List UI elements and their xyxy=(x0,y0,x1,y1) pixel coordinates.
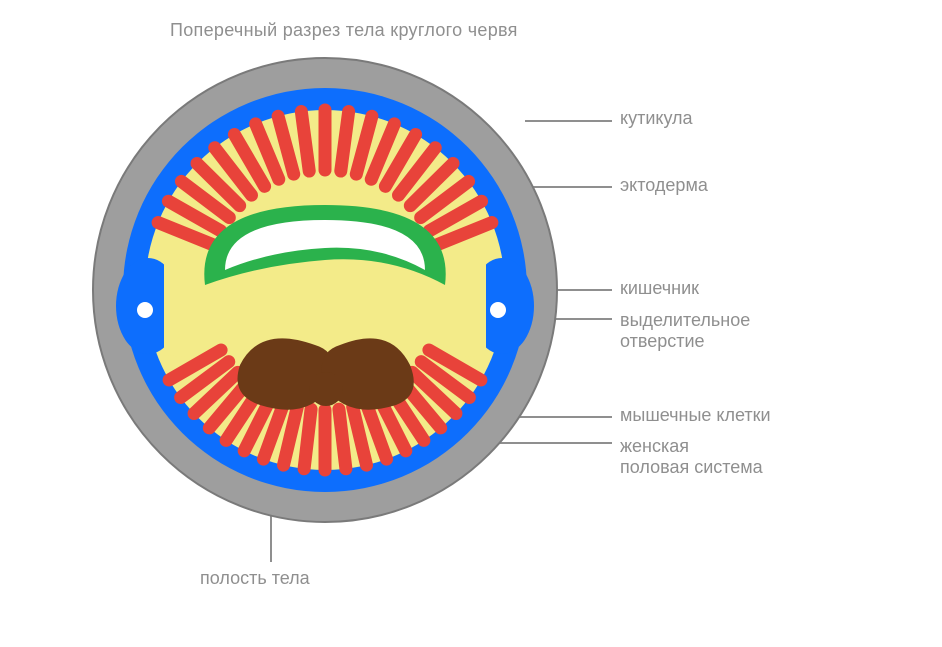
gonad-center xyxy=(309,372,343,406)
muscle-cell xyxy=(341,112,349,171)
muscle-cell xyxy=(304,409,311,469)
muscle-cell xyxy=(301,112,309,171)
label-excretory: выделительноеотверстие xyxy=(620,310,750,351)
gap-left xyxy=(164,253,186,357)
cross-section-diagram xyxy=(90,55,560,525)
diagram-title: Поперечный разрез тела круглого червя xyxy=(170,20,518,41)
muscle-cell xyxy=(339,409,346,469)
label-cuticle: кутикула xyxy=(620,108,693,129)
excretory-pore-right xyxy=(490,302,506,318)
label-intestine: кишечник xyxy=(620,278,699,299)
label-ectoderm: эктодерма xyxy=(620,175,708,196)
label-muscle-cells: мышечные клетки xyxy=(620,405,771,426)
gap-right xyxy=(464,253,486,357)
excretory-pore-left xyxy=(137,302,153,318)
label-body-cavity: полость тела xyxy=(200,568,310,589)
label-female-repro: женскаяполовая система xyxy=(620,436,763,477)
